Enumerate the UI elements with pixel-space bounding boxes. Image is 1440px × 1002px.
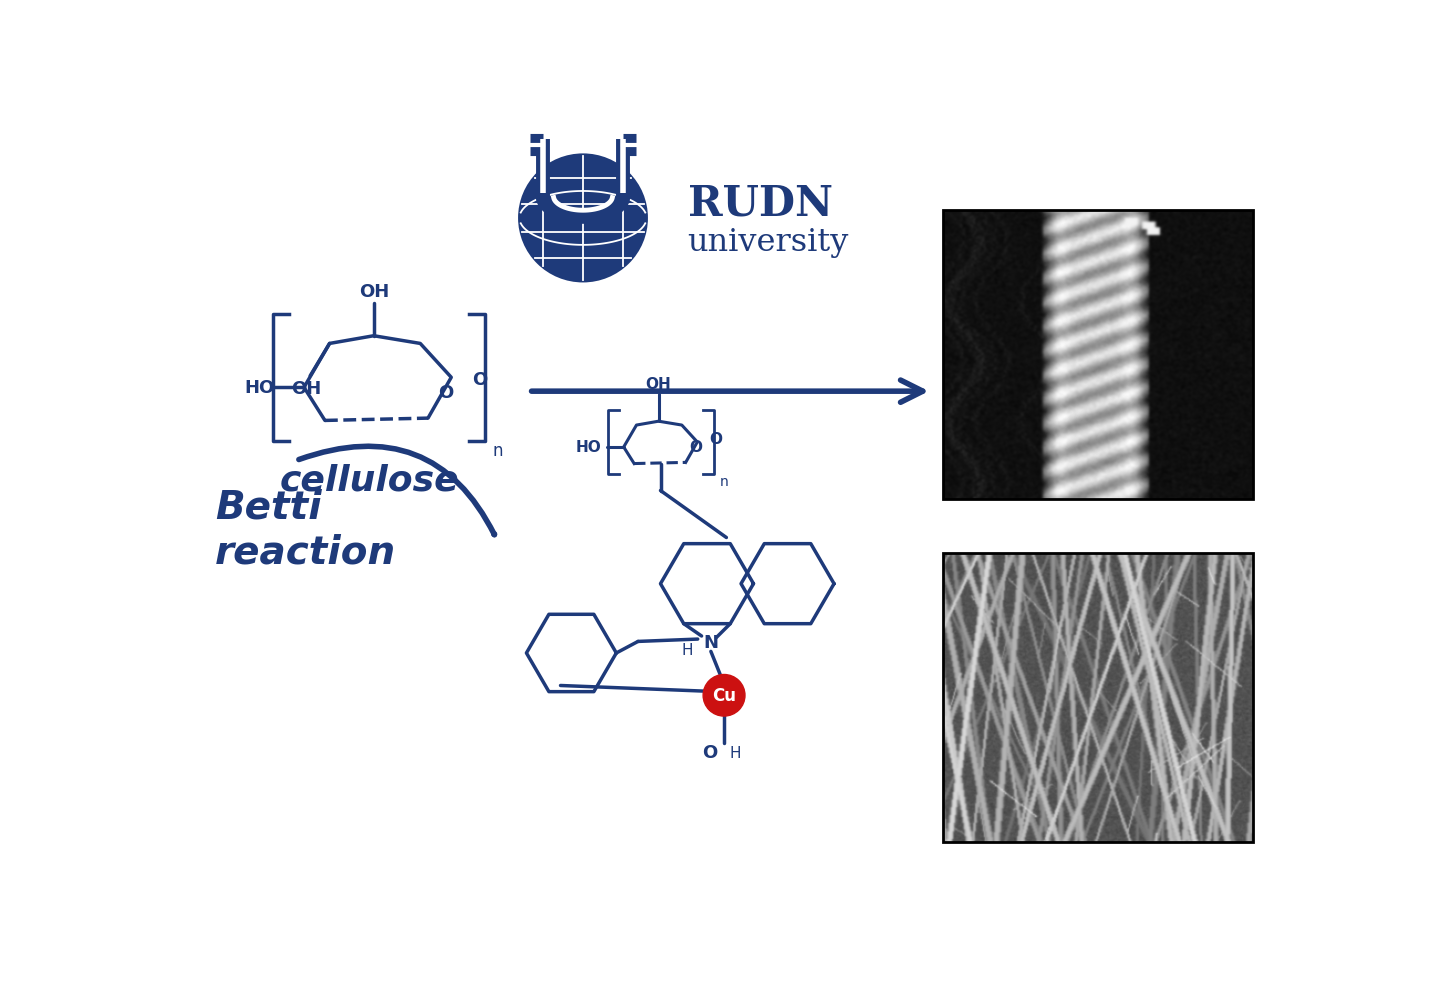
Text: OH: OH [645, 377, 671, 392]
Text: O: O [472, 371, 487, 389]
Text: N: N [703, 633, 719, 651]
Text: Cu: Cu [711, 686, 736, 704]
Text: cellulose: cellulose [279, 463, 459, 497]
Text: RUDN: RUDN [688, 182, 832, 224]
Circle shape [520, 155, 647, 282]
Text: reaction: reaction [215, 533, 396, 571]
Text: H: H [683, 642, 694, 657]
Text: OH: OH [291, 380, 321, 398]
Text: HO: HO [245, 379, 275, 397]
Text: n: n [492, 442, 503, 460]
Text: OH: OH [359, 283, 389, 301]
Text: O: O [438, 383, 454, 401]
Text: O: O [688, 440, 701, 455]
Text: O: O [708, 432, 721, 447]
Text: Betti: Betti [215, 488, 321, 526]
Bar [943, 211, 1253, 499]
FancyArrowPatch shape [300, 447, 494, 535]
Bar [943, 553, 1253, 842]
Circle shape [703, 674, 744, 716]
Text: O: O [703, 743, 717, 762]
Text: n: n [720, 475, 729, 488]
Text: HO: HO [576, 440, 602, 455]
Text: H: H [730, 745, 742, 760]
Text: university: university [688, 226, 850, 258]
